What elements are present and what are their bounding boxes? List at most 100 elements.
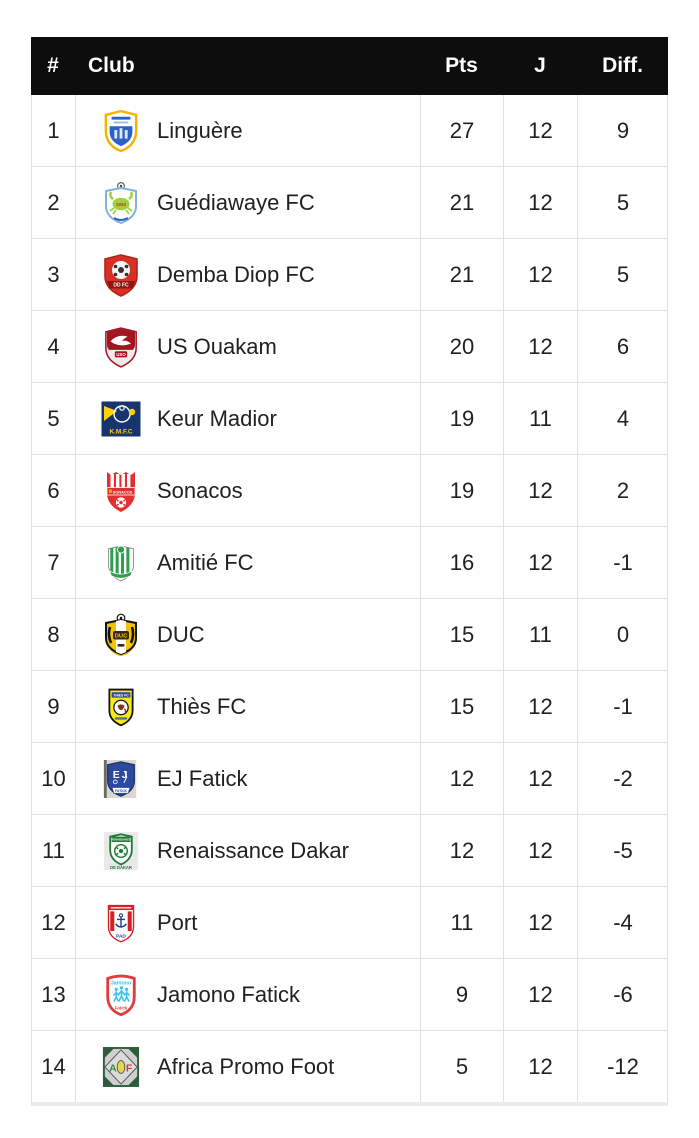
pts-cell: 19 — [421, 383, 504, 454]
header-rank: # — [47, 54, 59, 77]
club-name: Renaissance Dakar — [157, 837, 349, 863]
svg-text:FATICK: FATICK — [115, 788, 128, 792]
club-cell: EJ FATICK EJ Fatick — [76, 743, 421, 814]
diff-cell: 4 — [616, 405, 630, 431]
diff-cell: 0 — [616, 621, 630, 647]
rank-cell: 14 — [32, 1031, 76, 1102]
played-cell: 12 — [504, 167, 578, 238]
thies-crest-icon: THIES FC — [100, 684, 142, 730]
pts-cell: 12 — [421, 815, 504, 886]
pts-cell: 12 — [421, 743, 504, 814]
played-cell: 12 — [504, 311, 578, 382]
demba-diop-crest-icon: DD FC — [100, 252, 142, 298]
club-name: DUC — [157, 621, 205, 647]
svg-text:Fatick: Fatick — [115, 1005, 128, 1010]
us-ouakam-crest-icon: USO — [100, 324, 142, 370]
sonacos-crest-icon: SONACOS — [100, 468, 142, 514]
svg-text:F: F — [126, 1063, 132, 1074]
played-cell: 12 — [504, 239, 578, 310]
pts-cell: 19 — [421, 455, 504, 526]
header-club: Club — [88, 54, 135, 77]
header-played: J — [534, 54, 546, 77]
club-name: Port — [157, 909, 198, 935]
diff-cell: 6 — [616, 333, 630, 359]
table-row[interactable]: 6 SONACOS — [32, 455, 667, 527]
pts-cell: 16 — [421, 527, 504, 598]
keur-madior-crest-icon: K.M.F.C — [100, 396, 142, 442]
table-row[interactable]: 3 DD FC Demba Diop FC — [32, 239, 667, 311]
pts-cell: 27 — [421, 95, 504, 166]
rank-cell: 8 — [32, 599, 76, 670]
club-name: EJ Fatick — [157, 765, 248, 791]
club-name: Sonacos — [157, 477, 243, 503]
club-name: Africa Promo Foot — [157, 1053, 335, 1079]
table-row[interactable]: 10 EJ FATICK EJ Fatick 12 — [32, 743, 667, 815]
diff-cell: -12 — [607, 1053, 639, 1079]
club-cell: RENAISSANCE DE DAKAR Renaissance Dakar — [76, 815, 421, 886]
svg-text:Jamono: Jamono — [111, 980, 132, 986]
table-row[interactable]: 2 1993 Guédiawaye FC — [32, 167, 667, 239]
club-name: Demba Diop FC — [157, 261, 315, 287]
svg-text:USO: USO — [116, 352, 126, 357]
svg-text:THIES FC: THIES FC — [113, 693, 129, 697]
table-header-row: # Club Pts J Diff. — [31, 37, 668, 95]
table-row[interactable]: 8 DUC — [32, 599, 667, 671]
rank-cell: 13 — [32, 959, 76, 1030]
played-cell: 12 — [504, 527, 578, 598]
club-cell: PAD Port — [76, 887, 421, 958]
played-cell: 12 — [504, 815, 578, 886]
table-row[interactable]: 5 K.M.F.C Keur Madior 19 11 4 — [32, 383, 667, 455]
rank-cell: 5 — [32, 383, 76, 454]
club-cell: Amitié FC — [76, 527, 421, 598]
pts-cell: 9 — [421, 959, 504, 1030]
table-row[interactable]: 4 USO US Ouakam 20 12 6 — [32, 311, 667, 383]
table-row[interactable]: 14 A F Africa Promo Foot — [32, 1031, 667, 1102]
svg-text:DE DAKAR: DE DAKAR — [110, 865, 132, 870]
duc-crest-icon: DUC — [100, 612, 142, 658]
africa-promo-crest-icon: A F — [100, 1044, 142, 1090]
club-name: Amitié FC — [157, 549, 254, 575]
rank-cell: 9 — [32, 671, 76, 742]
svg-text:RENAISSANCE: RENAISSANCE — [112, 837, 131, 841]
played-cell: 12 — [504, 671, 578, 742]
pts-cell: 11 — [421, 887, 504, 958]
linguere-crest-icon — [100, 108, 142, 154]
diff-cell: -4 — [613, 909, 633, 935]
diff-cell: 5 — [616, 261, 630, 287]
rank-cell: 4 — [32, 311, 76, 382]
league-standings-table: # Club Pts J Diff. 1 — [31, 37, 668, 1106]
table-row[interactable]: 13 Jamono Fatick — [32, 959, 667, 1031]
svg-text:A: A — [109, 1063, 117, 1074]
guediawaye-crest-icon: 1993 — [100, 180, 142, 226]
table-row[interactable]: 11 RENAISSANCE DE DAKAR — [32, 815, 667, 887]
played-cell: 12 — [504, 1031, 578, 1102]
played-cell: 12 — [504, 455, 578, 526]
rank-cell: 6 — [32, 455, 76, 526]
rank-cell: 7 — [32, 527, 76, 598]
rank-cell: 12 — [32, 887, 76, 958]
club-cell: DUC DUC — [76, 599, 421, 670]
table-row[interactable]: 12 PAD Port 11 12 — [32, 887, 667, 959]
diff-cell: 9 — [616, 117, 630, 143]
rank-cell: 2 — [32, 167, 76, 238]
diff-cell: 2 — [616, 477, 630, 503]
played-cell: 11 — [504, 383, 578, 454]
pts-cell: 21 — [421, 167, 504, 238]
table-row[interactable]: 7 Amiti — [32, 527, 667, 599]
renaissance-crest-icon: RENAISSANCE DE DAKAR — [100, 828, 142, 874]
rank-cell: 11 — [32, 815, 76, 886]
table-row[interactable]: 9 THIES FC Thiès FC 15 12 -1 — [32, 671, 667, 743]
club-name: Thiès FC — [157, 693, 247, 719]
pts-cell: 15 — [421, 671, 504, 742]
svg-text:1993: 1993 — [116, 202, 127, 207]
table-row[interactable]: 1 Linguère 27 12 9 — [32, 95, 667, 167]
played-cell: 11 — [504, 599, 578, 670]
club-name: Guédiawaye FC — [157, 189, 315, 215]
club-name: Linguère — [157, 117, 243, 143]
rank-cell: 1 — [32, 95, 76, 166]
club-cell: DD FC Demba Diop FC — [76, 239, 421, 310]
diff-cell: -1 — [613, 549, 633, 575]
header-pts: Pts — [445, 54, 478, 77]
svg-text:SONACOS: SONACOS — [113, 489, 133, 494]
club-cell: K.M.F.C Keur Madior — [76, 383, 421, 454]
